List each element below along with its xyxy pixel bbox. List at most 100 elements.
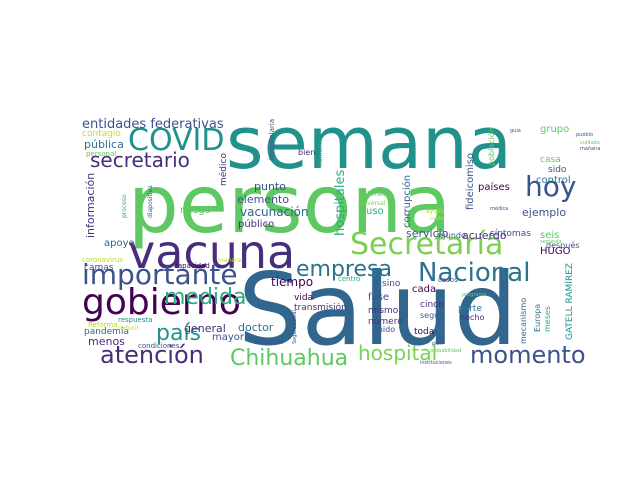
- word-mundo: mundo: [438, 231, 466, 240]
- word-fase: fase: [368, 292, 389, 303]
- word-vida: vida: [294, 293, 313, 303]
- word-programa: programa: [462, 292, 486, 298]
- word-persona: persona: [128, 158, 451, 251]
- word-cuidado: cuidado: [580, 140, 600, 146]
- word-hecho: hecho: [460, 313, 484, 322]
- word-numero: número: [368, 317, 403, 327]
- word-tiempo: tiempo: [271, 275, 313, 289]
- word-empresa: empresa: [296, 257, 392, 282]
- word-bien: bien: [298, 148, 315, 157]
- word-mecanismo: mecanismo: [519, 298, 528, 344]
- word-hugo: HUGO: [540, 246, 571, 257]
- word-publica: pública: [84, 138, 124, 151]
- word-gatell: GATELL RAMÍREZ: [563, 263, 575, 340]
- word-uso: uso: [366, 206, 384, 217]
- word-guia: guía: [510, 127, 521, 134]
- word-secretaria: Secretaría: [350, 227, 503, 262]
- word-ejemplo: ejemplo: [522, 206, 566, 219]
- word-manana: mañana: [580, 146, 600, 152]
- word-respuesta: respuesta: [118, 316, 153, 324]
- word-entidades: entidades federativas: [82, 117, 224, 132]
- word-covid: COVID: [128, 123, 225, 158]
- word-general: general: [184, 322, 226, 335]
- word-publico: público: [238, 218, 274, 230]
- word-despues: después: [546, 240, 579, 250]
- word-medida: medida: [164, 285, 247, 310]
- word-elemento: elemento: [237, 193, 289, 206]
- word-manera: manera: [218, 257, 241, 264]
- word-unido: Unido: [372, 325, 395, 334]
- word-hospitales: hospitales: [333, 169, 348, 236]
- word-cada: cada: [412, 284, 436, 295]
- word-servicio: servicio: [406, 227, 449, 240]
- word-camas: camas: [84, 263, 114, 273]
- word-personal: personal: [86, 150, 116, 158]
- word-humanos: humanos: [317, 138, 324, 166]
- word-mayor: mayor: [212, 332, 245, 343]
- word-europa: Europa: [533, 304, 542, 332]
- word-medico: médico: [218, 153, 229, 186]
- word-informacion: vacunación: [240, 205, 309, 219]
- word-meses: meses: [543, 306, 552, 332]
- word-seis: seis: [540, 230, 559, 241]
- word-chihuahua: Chihuahua: [230, 346, 348, 371]
- word-hospital: hospital: [358, 341, 437, 365]
- word-riesgo: riesgo: [180, 205, 211, 216]
- word-condiciones: condiciones: [138, 342, 180, 350]
- word-hoy: hoy: [525, 170, 576, 203]
- word-nacional: Nacional: [418, 258, 530, 288]
- word-mismo: mismo: [368, 306, 399, 316]
- word-seguir: seguir: [420, 311, 445, 320]
- word-control: control: [536, 175, 571, 186]
- word-hospitalaria: hospitalaria: [268, 119, 276, 160]
- word-sido: sido: [548, 165, 567, 175]
- word-plan: plan: [432, 341, 443, 347]
- word-vacunacion: información: [84, 173, 97, 238]
- word-ayuda: ayuda: [426, 208, 445, 215]
- word-menos: menos: [88, 335, 125, 348]
- word-contagio: contagio: [82, 129, 121, 139]
- word-atencion: atención: [100, 341, 204, 369]
- word-parte: parte: [458, 304, 482, 314]
- word-millones: millones: [360, 191, 385, 198]
- word-corrupcion: corrupción: [401, 175, 413, 228]
- word-pais: país: [156, 321, 201, 346]
- word-coronavirus: coronavirus: [82, 256, 123, 264]
- word-centro: centro: [338, 275, 360, 283]
- word-semana: semana: [226, 101, 512, 185]
- word-seguro-social: Seguro Social: [292, 310, 298, 344]
- word-apoyo: apoyo: [104, 238, 135, 249]
- word-instituciones: instituciones: [420, 360, 452, 366]
- word-pueblo: pueblo: [576, 132, 593, 138]
- word-vacuna: vacuna: [128, 225, 295, 279]
- word-pandemia: pandemia: [84, 327, 129, 337]
- word-momento: momento: [470, 341, 586, 369]
- word-medica: médica: [490, 205, 508, 212]
- word-grupo: grupo: [540, 124, 569, 135]
- word-universal: universal: [358, 200, 386, 207]
- word-secretario: secretario: [90, 148, 190, 172]
- word-reducir: reducir: [118, 325, 140, 332]
- word-casos: casos: [438, 276, 458, 284]
- word-segundo: segundo: [540, 239, 561, 245]
- word-proceso: proceso: [121, 194, 128, 218]
- word-poblacion: población: [486, 127, 496, 166]
- word-reduccion: reducción: [254, 339, 284, 346]
- word-acuerdo: acuerdo: [462, 229, 507, 242]
- word-cinco: cinco: [420, 300, 444, 310]
- word-paises: países: [478, 181, 510, 193]
- word-probabilidad: probabilidad: [430, 348, 461, 354]
- word-sino: sino: [382, 279, 401, 289]
- word-reforma: Reforma: [88, 321, 117, 329]
- word-covid-small: covid: [430, 216, 443, 222]
- word-capacidad: capacidad: [174, 262, 210, 270]
- word-diapositiva: diapositiva: [147, 185, 154, 218]
- word-gobierno: gobierno: [82, 282, 241, 323]
- word-sintomas: síntomas: [490, 229, 531, 239]
- word-punto: punto: [254, 180, 286, 193]
- word-doctor: doctor: [238, 321, 274, 334]
- word-toda: toda: [414, 327, 434, 337]
- word-transmision: transmisión: [294, 302, 347, 313]
- word-fideicomiso: fideicomiso: [465, 153, 476, 210]
- word-salud: Salud: [238, 251, 517, 368]
